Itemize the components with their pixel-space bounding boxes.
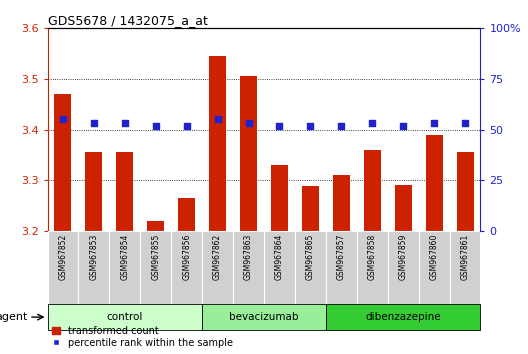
Legend: transformed count, percentile rank within the sample: transformed count, percentile rank withi… [52, 326, 233, 348]
Bar [116, 152, 134, 231]
Text: GSM967863: GSM967863 [244, 234, 253, 280]
Bar [109, 231, 140, 304]
Bar [79, 231, 109, 304]
Point [152, 123, 160, 129]
Bar [364, 150, 381, 231]
Text: GSM967856: GSM967856 [182, 234, 191, 280]
Point [59, 116, 67, 122]
Text: GSM967857: GSM967857 [337, 234, 346, 280]
Text: GSM967862: GSM967862 [213, 234, 222, 280]
Bar [326, 304, 480, 330]
Text: GSM967853: GSM967853 [89, 234, 98, 280]
Bar [333, 175, 350, 231]
Bar [357, 231, 388, 304]
Bar [326, 231, 357, 304]
Bar [271, 165, 288, 231]
Text: GSM967855: GSM967855 [151, 234, 161, 280]
Point [90, 121, 98, 126]
Bar [178, 198, 195, 231]
Bar [419, 231, 449, 304]
Bar [457, 152, 474, 231]
Bar [426, 135, 442, 231]
Bar [48, 304, 202, 330]
Text: dibenzazepine: dibenzazepine [365, 312, 441, 322]
Bar [202, 304, 326, 330]
Bar [209, 56, 226, 231]
Bar [54, 94, 71, 231]
Point [306, 123, 315, 129]
Bar [302, 186, 319, 231]
Text: GSM967859: GSM967859 [399, 234, 408, 280]
Text: GSM967865: GSM967865 [306, 234, 315, 280]
Bar [388, 231, 419, 304]
Bar [202, 231, 233, 304]
Bar [240, 76, 257, 231]
Text: GSM967854: GSM967854 [120, 234, 129, 280]
Point [368, 121, 376, 126]
Text: agent: agent [0, 312, 27, 322]
Text: GSM967858: GSM967858 [367, 234, 377, 280]
Text: bevacizumab: bevacizumab [229, 312, 299, 322]
Text: GSM967864: GSM967864 [275, 234, 284, 280]
Point [213, 116, 222, 122]
Point [244, 121, 253, 126]
Point [120, 121, 129, 126]
Text: GSM967852: GSM967852 [59, 234, 68, 280]
Bar [449, 231, 480, 304]
Bar [147, 221, 164, 231]
Bar [171, 231, 202, 304]
Text: control: control [107, 312, 143, 322]
Bar [86, 152, 102, 231]
Point [461, 121, 469, 126]
Bar [264, 231, 295, 304]
Text: GSM967860: GSM967860 [430, 234, 439, 280]
Text: GSM967861: GSM967861 [460, 234, 469, 280]
Bar [233, 231, 264, 304]
Point [430, 121, 438, 126]
Point [399, 123, 408, 129]
Bar [140, 231, 171, 304]
Text: GDS5678 / 1432075_a_at: GDS5678 / 1432075_a_at [48, 14, 208, 27]
Bar [48, 231, 79, 304]
Point [337, 123, 345, 129]
Point [275, 123, 284, 129]
Point [183, 123, 191, 129]
Bar [394, 185, 412, 231]
Bar [295, 231, 326, 304]
